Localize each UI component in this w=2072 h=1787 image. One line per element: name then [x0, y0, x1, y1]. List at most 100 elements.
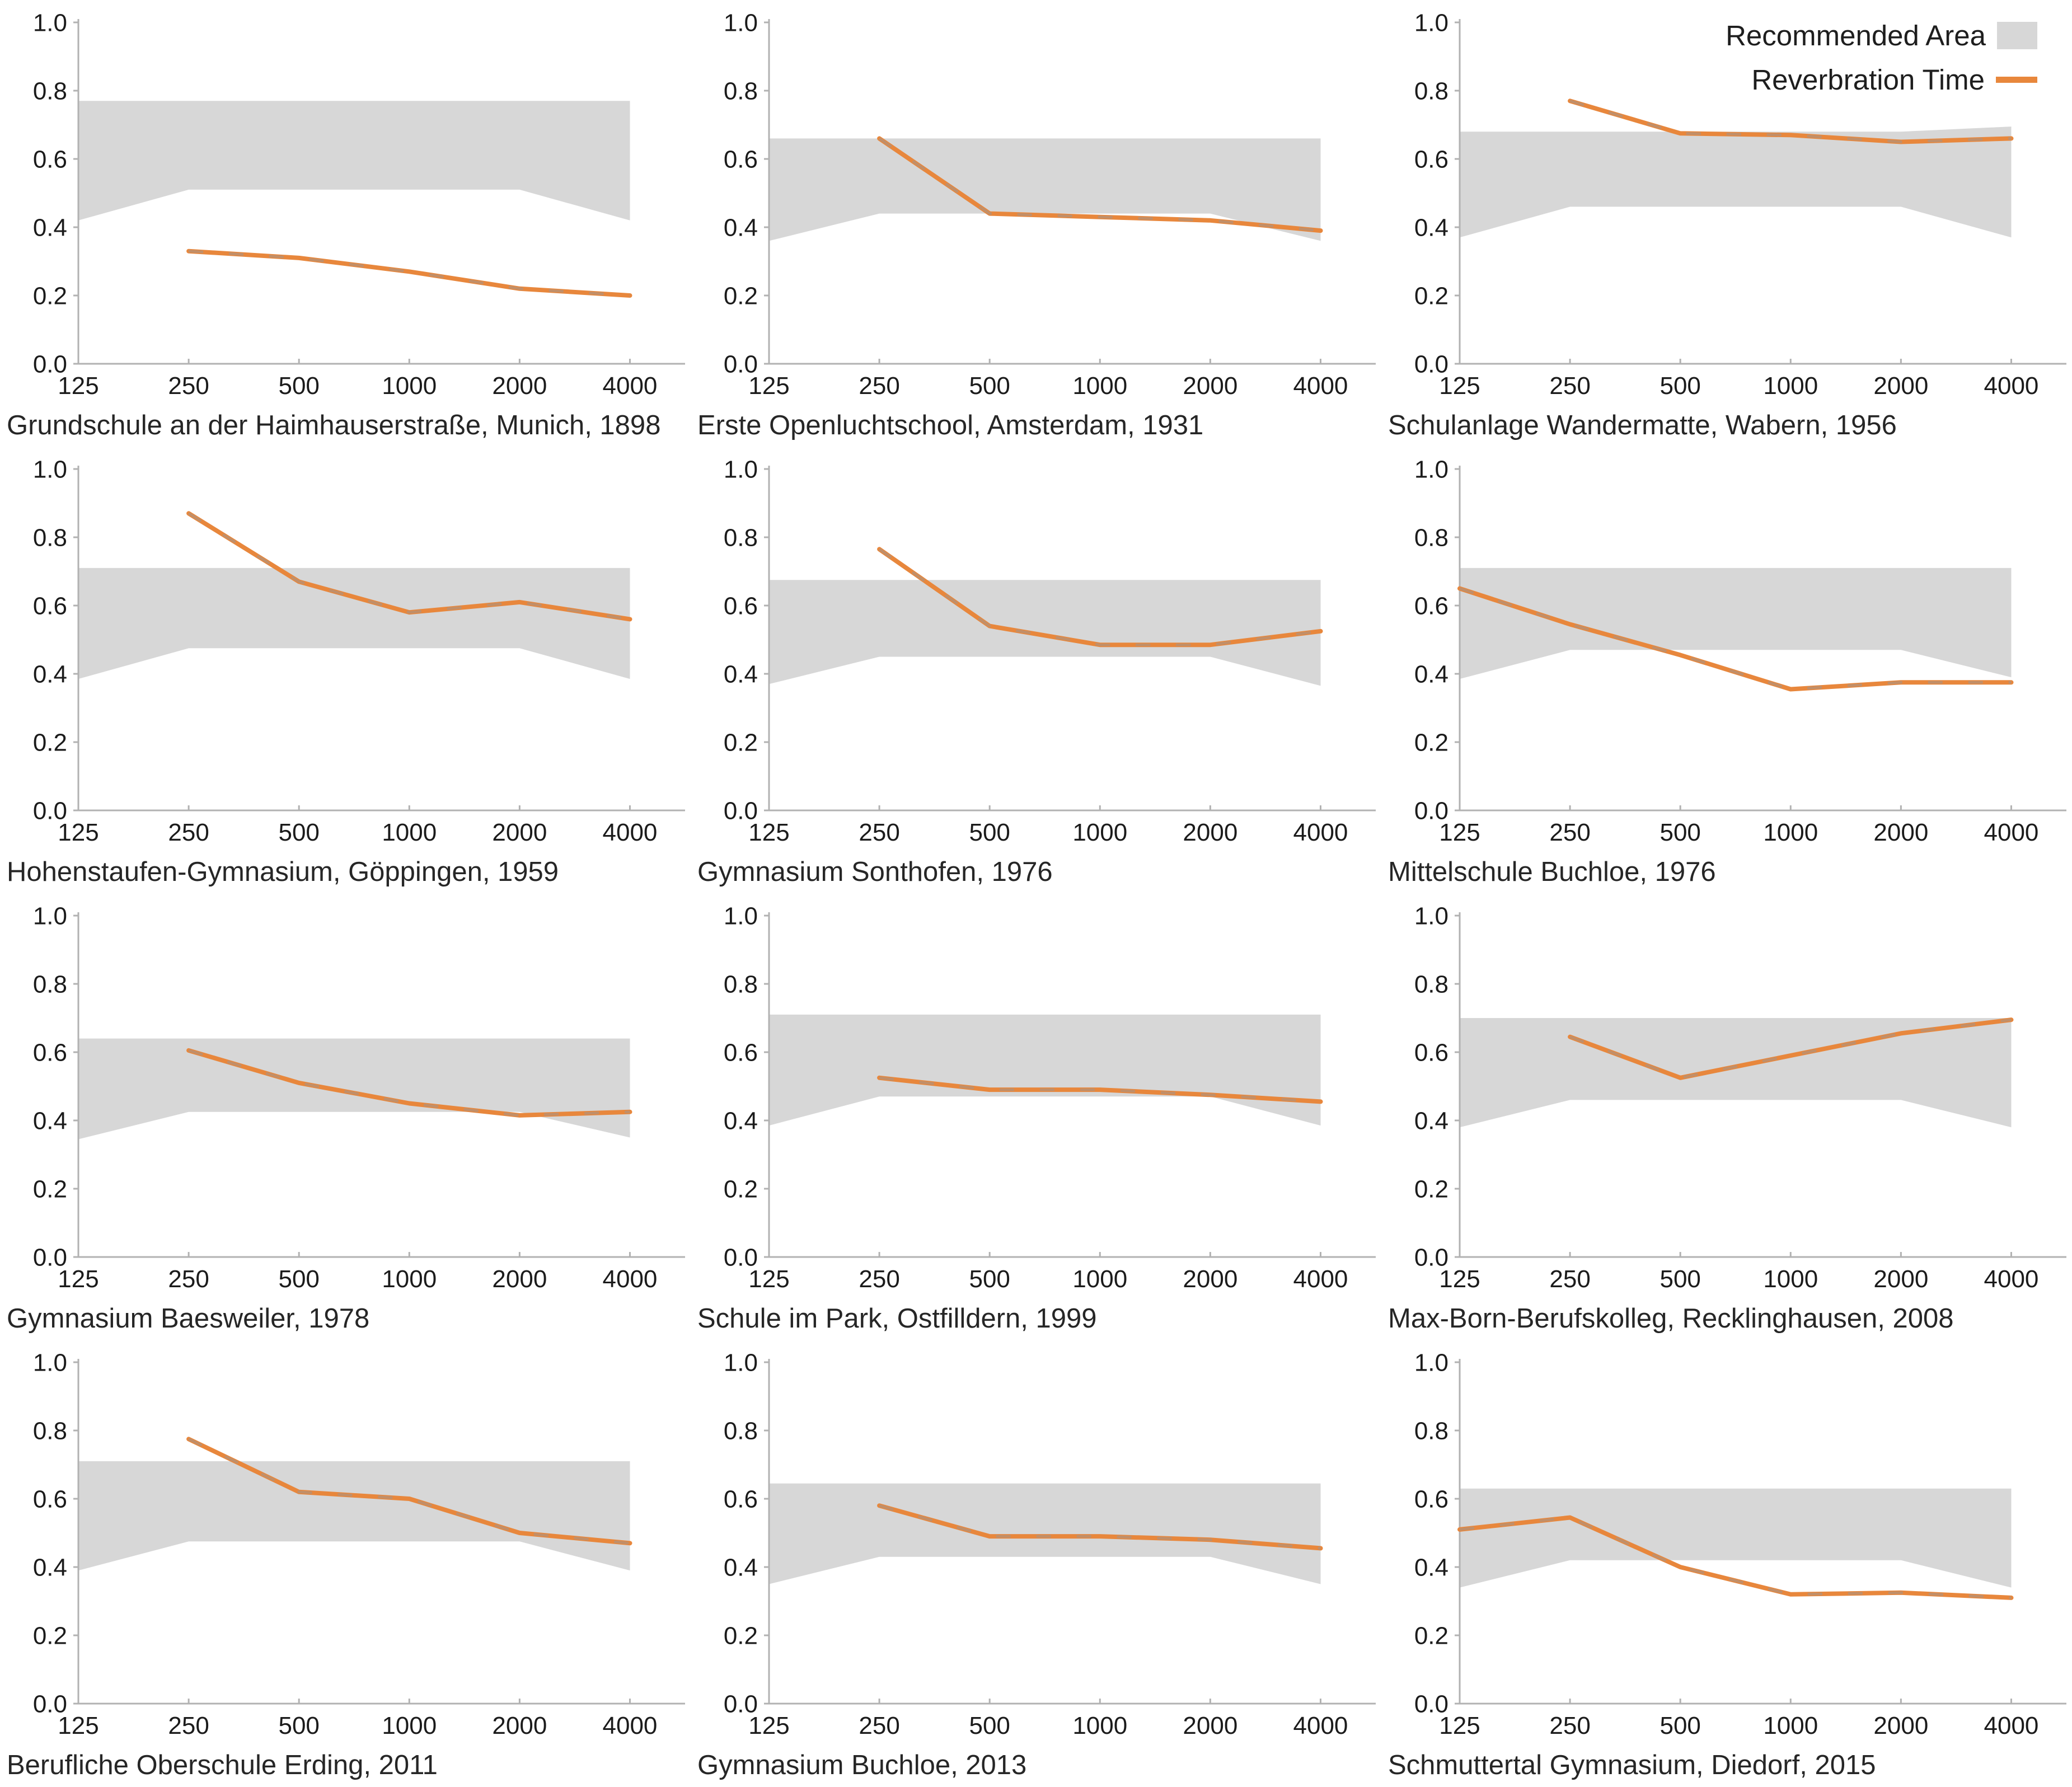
y-tick-label: 0.4: [1414, 1107, 1448, 1134]
legend-label-recommended-area: Recommended Area: [1726, 20, 1986, 51]
y-tick-label: 1.0: [724, 9, 758, 36]
y-tick-label: 0.6: [1414, 1039, 1448, 1066]
reverberation-chart: 0.0 0.2 0.4 0.6 0.8 1.0 125 250 500 1000 2000 4000: [33, 9, 685, 400]
x-tick-label: 125: [1439, 819, 1480, 846]
reverberation-line-dash-overlay: [188, 1438, 630, 1545]
y-tick-label: 0.2: [33, 729, 67, 756]
x-tick-label: 250: [1549, 372, 1590, 400]
recommended-area-band: [78, 1038, 630, 1139]
y-tick-label: 0.8: [33, 77, 67, 105]
y-tick-label: 0.0: [33, 1690, 67, 1718]
chart-cell: 0.0 0.2 0.4 0.6 0.8 1.0 125 250 500 1000 2000 4000 S…: [691, 893, 1381, 1340]
y-tick-label: 0.0: [724, 350, 758, 378]
y-tick-label: 1.0: [33, 1349, 67, 1376]
reverberation-line-dash-overlay: [188, 1049, 630, 1117]
y-tick-label: 0.8: [724, 970, 758, 998]
x-tick-label: 125: [58, 819, 99, 846]
recommended-area-swatch-icon: [1997, 22, 2037, 49]
y-tick-label: 0.6: [1414, 146, 1448, 173]
x-tick-label: 250: [1549, 1265, 1590, 1293]
x-tick-label: 4000: [603, 1712, 658, 1739]
x-tick-label: 4000: [1293, 1712, 1348, 1739]
reverberation-line-dash-overlay: [187, 512, 630, 621]
x-tick-label: 1000: [1072, 372, 1127, 400]
x-tick-label: 500: [278, 1265, 319, 1293]
chart-cell: 0.0 0.2 0.4 0.6 0.8 1.0 125 250 500 1000 2000 4000 B…: [0, 1340, 691, 1786]
y-tick-label: 0.2: [1414, 1622, 1448, 1649]
x-tick-label: 250: [859, 1712, 899, 1739]
recommended-area-band: [1460, 1488, 2012, 1588]
x-tick-label: 125: [1439, 372, 1480, 400]
x-tick-label: 1000: [382, 1712, 437, 1739]
y-tick-label: 0.8: [1414, 77, 1448, 105]
x-tick-label: 4000: [1293, 819, 1348, 846]
chart-cell: 0.0 0.2 0.4 0.6 0.8 1.0 125 250 500 1000 2000 4000 E…: [691, 0, 1381, 447]
x-tick-label: 2000: [1183, 372, 1237, 400]
y-tick-label: 0.4: [1414, 1554, 1448, 1581]
x-tick-label: 1000: [1072, 1712, 1127, 1739]
x-tick-label: 1000: [1763, 819, 1818, 846]
x-tick-label: 125: [58, 1265, 99, 1293]
y-tick-label: 0.4: [1414, 214, 1448, 241]
y-tick-label: 0.8: [33, 970, 67, 998]
reverberation-line: [186, 248, 632, 298]
chart-title: Gymnasium Buchloe, 2013: [697, 1750, 1027, 1780]
y-tick-label: 0.6: [724, 146, 758, 173]
chart-cell: 0.0 0.2 0.4 0.6 0.8 1.0 125 250 500 1000 2000 4000 G…: [691, 1340, 1381, 1786]
recommended-area-band: [769, 1483, 1321, 1584]
y-tick-label: 0.0: [1414, 1690, 1448, 1718]
x-tick-label: 500: [278, 372, 319, 400]
x-tick-label: 2000: [1873, 1265, 1928, 1293]
reverberation-line: [1568, 1017, 2014, 1080]
chart-title: Schule im Park, Ostfilldern, 1999: [697, 1303, 1097, 1334]
x-tick-label: 500: [1660, 1265, 1700, 1293]
reverberation-line-dash-overlay: [878, 137, 1321, 232]
x-tick-label: 2000: [1183, 1712, 1237, 1739]
x-tick-label: 500: [1660, 372, 1700, 400]
x-tick-label: 250: [168, 819, 209, 846]
x-tick-label: 4000: [603, 372, 658, 400]
x-tick-label: 2000: [1183, 819, 1237, 846]
chart-cell: 0.0 0.2 0.4 0.6 0.8 1.0 125 250 500 1000 2000 4000 S…: [1381, 1340, 2072, 1786]
chart-title: Schmuttertal Gymnasium, Diedorf, 2015: [1388, 1750, 1876, 1780]
y-tick-label: 0.0: [1414, 797, 1448, 824]
reverberation-line-dash-overlay: [878, 548, 1321, 646]
x-tick-label: 125: [58, 1712, 99, 1739]
y-tick-label: 0.4: [33, 660, 67, 688]
x-tick-label: 250: [168, 1265, 209, 1293]
chart-cell: 0.0 0.2 0.4 0.6 0.8 1.0 125 250 500 1000 2000 4000 S…: [1381, 0, 2072, 447]
y-tick-label: 0.8: [724, 77, 758, 105]
x-tick-label: 500: [969, 1712, 1010, 1739]
y-tick-label: 1.0: [724, 1349, 758, 1376]
x-tick-label: 250: [168, 1712, 209, 1739]
reverberation-line-dash-overlay: [1569, 99, 2012, 143]
y-tick-label: 1.0: [1414, 456, 1448, 483]
y-tick-label: 0.0: [724, 1690, 758, 1718]
y-tick-label: 1.0: [724, 902, 758, 930]
x-tick-label: 125: [748, 1712, 789, 1739]
x-tick-label: 500: [969, 372, 1010, 400]
y-tick-label: 0.6: [33, 592, 67, 620]
x-tick-label: 125: [1439, 1265, 1480, 1293]
y-tick-label: 0.0: [33, 350, 67, 378]
x-tick-label: 4000: [1984, 1265, 2039, 1293]
x-tick-label: 500: [1660, 819, 1700, 846]
y-tick-label: 0.0: [724, 797, 758, 824]
x-tick-label: 1000: [1763, 372, 1818, 400]
x-tick-label: 1000: [1072, 819, 1127, 846]
chart-title: Erste Openluchtschool, Amsterdam, 1931: [697, 410, 1204, 440]
chart-cell: 0.0 0.2 0.4 0.6 0.8 1.0 125 250 500 1000 2000 4000 M…: [1381, 447, 2072, 893]
chart-cell: 0.0 0.2 0.4 0.6 0.8 1.0 125 250 500 1000 2000 4000 G…: [691, 447, 1381, 893]
x-tick-label: 4000: [1293, 372, 1348, 400]
y-tick-label: 0.4: [724, 1554, 758, 1581]
x-tick-label: 125: [58, 372, 99, 400]
y-tick-label: 0.4: [33, 214, 67, 241]
chart-title: Grundschule an der Haimhauserstraße, Mun…: [7, 410, 661, 440]
x-tick-label: 250: [1549, 1712, 1590, 1739]
x-tick-label: 2000: [1873, 1712, 1928, 1739]
y-tick-label: 1.0: [33, 9, 67, 36]
reverberation-chart: 0.0 0.2 0.4 0.6 0.8 1.0 125 250 500 1000 2000 4000: [1414, 1349, 2066, 1739]
y-tick-label: 1.0: [33, 902, 67, 930]
legend-row-recommended-area: Recommended Area: [1726, 19, 2037, 52]
y-tick-label: 0.0: [33, 1244, 67, 1271]
